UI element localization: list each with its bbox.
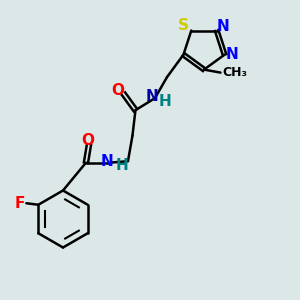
Text: O: O (81, 133, 94, 148)
Text: N: N (146, 89, 158, 104)
Text: H: H (159, 94, 172, 109)
Text: S: S (178, 18, 189, 33)
Text: CH₃: CH₃ (222, 66, 247, 79)
Text: H: H (116, 158, 128, 173)
Text: N: N (100, 154, 113, 169)
Text: F: F (14, 196, 25, 211)
Text: N: N (216, 19, 229, 34)
Text: O: O (112, 83, 124, 98)
Text: N: N (226, 47, 238, 62)
